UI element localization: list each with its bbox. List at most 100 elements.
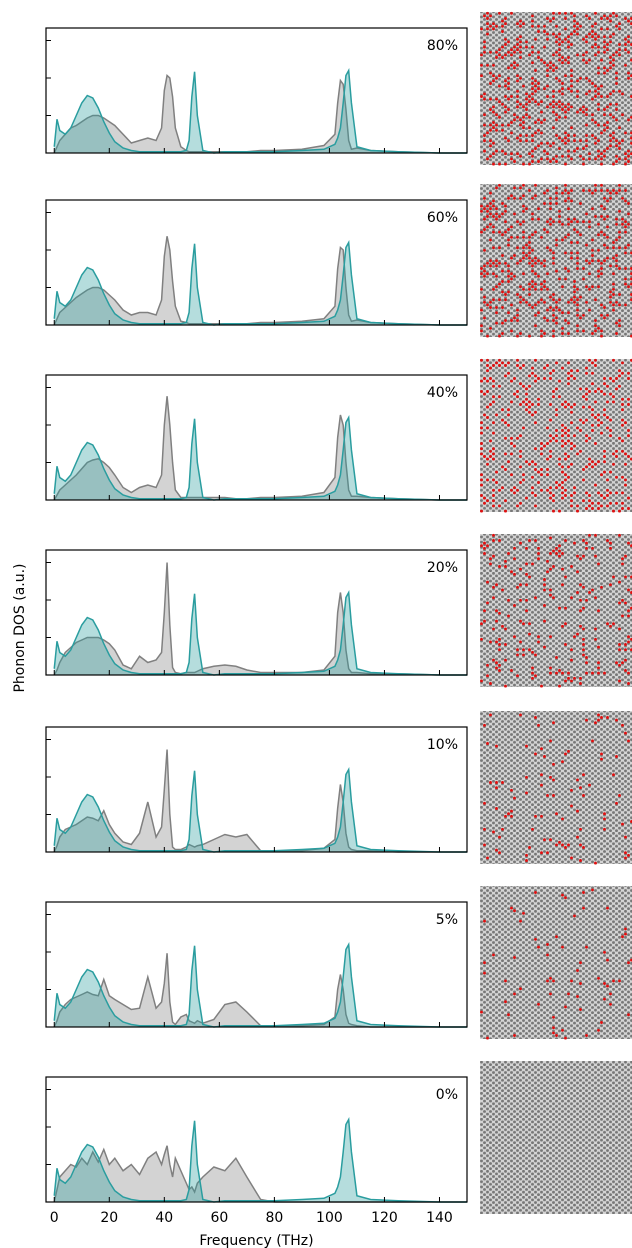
panel-label: 60% (427, 210, 458, 226)
dopant-atom (483, 546, 486, 550)
dopant-atom (525, 460, 528, 464)
dopant-atom (495, 848, 498, 852)
dopant-atom (597, 285, 600, 289)
dopant-atom (570, 658, 573, 662)
dopant-atom (576, 452, 579, 456)
dopant-atom (606, 400, 609, 404)
dopant-atom (597, 274, 600, 278)
dopant-atom (525, 859, 528, 862)
dopant-atom (555, 387, 558, 391)
dopant-atom (627, 541, 630, 545)
dopant-atom (627, 455, 630, 458)
dos-area (54, 396, 467, 500)
dopant-atom (510, 157, 513, 161)
dopant-atom (579, 624, 582, 628)
dopant-atom (546, 473, 549, 477)
dopant-atom (594, 43, 597, 46)
dopant-atom (618, 324, 621, 328)
dopant-atom (540, 298, 543, 302)
dopant-atom (564, 267, 567, 270)
dopant-atom (591, 739, 594, 743)
dopant-atom (606, 95, 609, 98)
dopant-atom (483, 413, 486, 417)
dopant-atom (570, 251, 573, 255)
plot-frame (45, 1076, 468, 1203)
dopant-atom (543, 366, 546, 370)
dopant-atom (534, 131, 537, 135)
dopant-atom (627, 739, 630, 743)
dopant-atom (480, 63, 483, 67)
dos-area (54, 953, 467, 1027)
dopant-atom (543, 202, 546, 205)
plot-background (46, 727, 467, 852)
dopant-atom (519, 50, 522, 54)
dopant-atom (627, 403, 630, 406)
dopant-atom (618, 303, 621, 307)
dopant-atom (564, 58, 567, 62)
dopant-atom (489, 455, 492, 458)
dopant-atom (624, 246, 627, 250)
dopant-atom (627, 588, 630, 592)
dopant-atom (597, 713, 600, 717)
dopant-atom (627, 71, 630, 75)
dopant-atom (543, 300, 546, 304)
dopant-atom (492, 22, 495, 26)
x-tick-label: 0 (50, 1210, 59, 1226)
dopant-atom (558, 220, 561, 224)
y-axis-label: Phonon DOS (a.u.) (12, 563, 28, 692)
dopant-atom (498, 488, 501, 492)
dopant-atom (531, 154, 534, 158)
dopant-atom (522, 384, 525, 388)
dopant-atom (606, 246, 609, 250)
dopant-atom (624, 648, 627, 652)
dopant-atom (582, 468, 585, 471)
dopant-atom (573, 635, 576, 639)
dopant-atom (513, 377, 516, 380)
dopant-atom (585, 212, 588, 216)
dopant-atom (513, 196, 516, 200)
dopant-atom (540, 442, 543, 445)
dopant-atom (528, 261, 531, 265)
dopant-atom (588, 457, 591, 461)
dopant-atom (540, 287, 543, 291)
dopant-atom (531, 259, 534, 263)
dopant-atom (549, 306, 552, 309)
dopant-atom (564, 131, 567, 135)
dopant-atom (603, 233, 606, 237)
dopant-atom (582, 648, 585, 652)
dopant-atom (504, 136, 507, 140)
dopant-atom (612, 358, 615, 362)
dopant-atom (489, 24, 492, 28)
dopant-atom (624, 856, 627, 860)
dopant-atom (612, 11, 615, 15)
dopant-atom (609, 139, 612, 143)
dopant-atom (519, 24, 522, 28)
dopant-atom (567, 475, 570, 479)
dopant-atom (624, 48, 627, 52)
dopant-atom (606, 105, 609, 109)
dopant-atom (600, 716, 603, 719)
dopant-atom (567, 749, 570, 753)
dopant-atom (594, 721, 597, 725)
lattice-image (480, 1061, 632, 1214)
dopant-atom (558, 549, 561, 553)
dopant-atom (543, 755, 546, 758)
dopant-atom (492, 298, 495, 302)
dopant-atom (498, 851, 501, 855)
dopant-atom (609, 418, 612, 422)
dopant-atom (507, 238, 510, 242)
dopant-atom (522, 473, 525, 477)
dopant-atom (600, 431, 603, 435)
dopant-atom (504, 95, 507, 98)
dopant-atom (537, 635, 540, 639)
dopant-atom (483, 316, 486, 320)
dopant-atom (537, 24, 540, 28)
dopant-atom (561, 486, 564, 490)
dopant-atom (582, 395, 585, 399)
dopant-atom (492, 225, 495, 229)
dopant-atom (618, 43, 621, 46)
dopant-atom (552, 565, 555, 568)
dopant-atom (507, 66, 510, 70)
dopant-atom (570, 421, 573, 425)
dopant-atom (621, 661, 624, 665)
